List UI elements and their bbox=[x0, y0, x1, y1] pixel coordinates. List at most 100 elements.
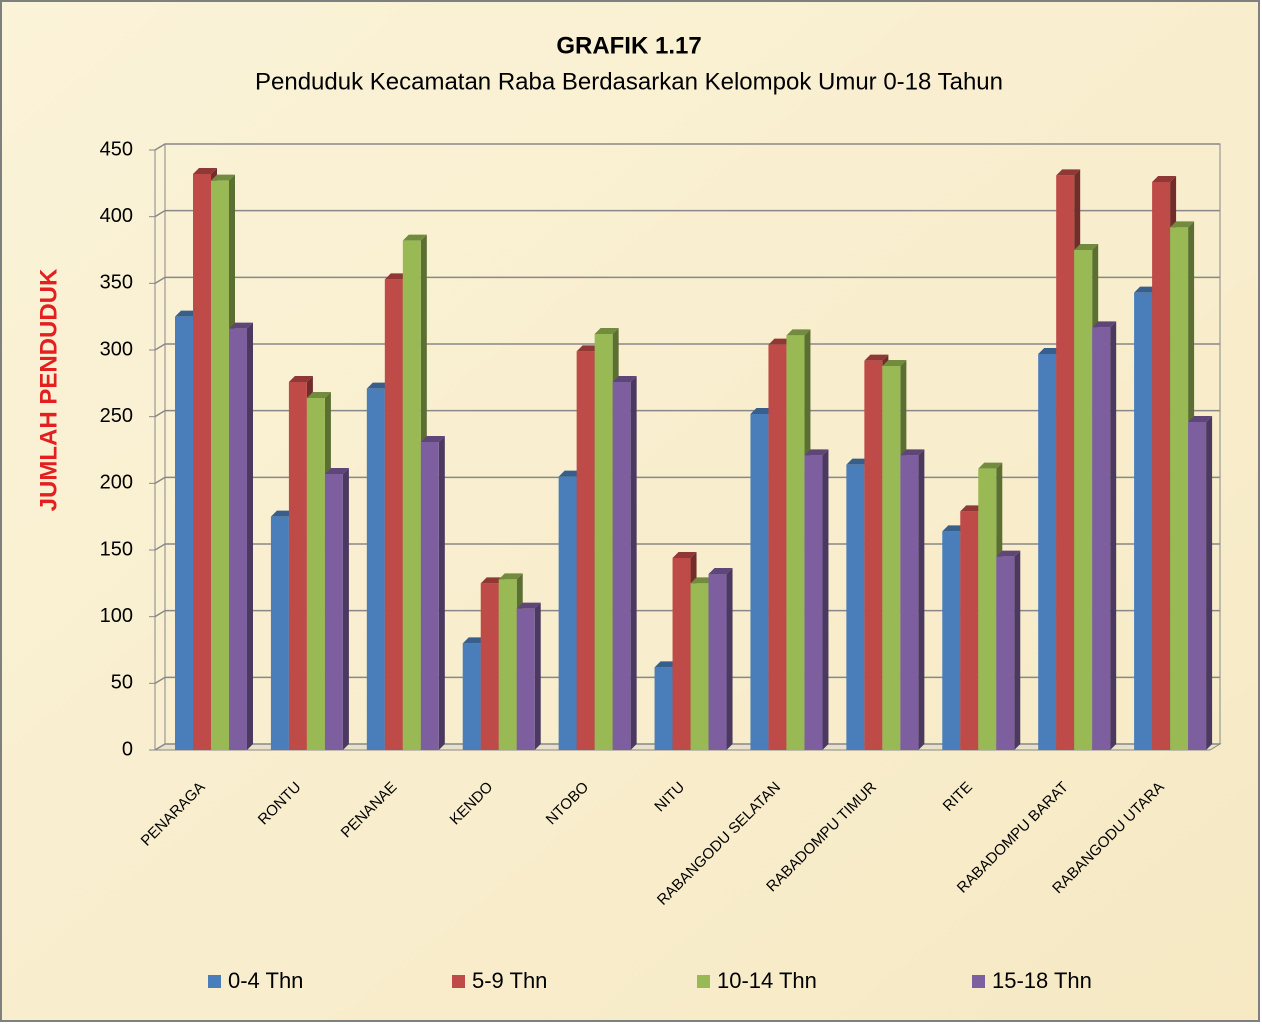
bar bbox=[654, 667, 673, 750]
bar-side bbox=[534, 602, 541, 750]
bar bbox=[672, 558, 691, 750]
bar-top bbox=[498, 573, 523, 580]
bar bbox=[420, 442, 439, 750]
y-tick-label: 200 bbox=[100, 472, 133, 494]
bar-top bbox=[1074, 244, 1099, 250]
bar bbox=[229, 328, 247, 750]
bar-top bbox=[612, 376, 637, 382]
bar-top bbox=[324, 468, 349, 474]
bar bbox=[1134, 292, 1153, 750]
grid-line bbox=[154, 343, 1220, 351]
legend-swatch bbox=[972, 975, 985, 988]
bar-top bbox=[978, 462, 1003, 469]
bar-top bbox=[516, 602, 541, 609]
bar bbox=[690, 583, 709, 750]
bar bbox=[1056, 175, 1075, 751]
bar-top bbox=[229, 322, 253, 329]
bar bbox=[366, 388, 385, 750]
bar bbox=[306, 398, 325, 750]
bar bbox=[978, 468, 997, 750]
legend-swatch bbox=[452, 975, 465, 988]
bar bbox=[846, 464, 865, 750]
legend-swatch bbox=[208, 975, 221, 988]
bar bbox=[270, 516, 289, 750]
bar-side bbox=[247, 322, 253, 750]
bar-top bbox=[306, 392, 331, 398]
bar-top bbox=[1056, 169, 1081, 176]
bar bbox=[612, 382, 631, 750]
bar-top bbox=[804, 449, 829, 456]
bar-side bbox=[1206, 416, 1213, 750]
bar-side bbox=[1014, 550, 1021, 750]
legend-label: 15-18 Thn bbox=[992, 968, 1092, 993]
bar bbox=[288, 382, 307, 750]
bar-side bbox=[438, 436, 445, 750]
bar bbox=[996, 556, 1015, 750]
chart-title: GRAFIK 1.17 bbox=[556, 32, 701, 59]
y-tick-label: 300 bbox=[100, 338, 133, 360]
bar-top bbox=[672, 552, 697, 558]
bar-top bbox=[1092, 321, 1117, 328]
legend-label: 5-9 Thn bbox=[472, 968, 547, 993]
bar-top bbox=[594, 328, 619, 334]
bar-top bbox=[882, 360, 907, 366]
y-tick-label: 100 bbox=[100, 605, 133, 627]
y-tick-label: 250 bbox=[100, 405, 133, 427]
bar-top bbox=[1188, 416, 1213, 422]
bar bbox=[576, 351, 595, 750]
legend-label: 0-4 Thn bbox=[228, 968, 303, 993]
bar-top bbox=[996, 550, 1021, 557]
bar bbox=[900, 455, 919, 750]
legend-swatch bbox=[697, 975, 710, 988]
bar bbox=[804, 455, 823, 750]
y-tick-label: 400 bbox=[100, 205, 133, 227]
bar-top bbox=[193, 168, 217, 174]
bar-top bbox=[420, 436, 445, 442]
bar-top bbox=[708, 568, 733, 574]
bar bbox=[882, 366, 901, 750]
y-tick-label: 0 bbox=[122, 738, 133, 760]
bar bbox=[384, 279, 403, 750]
bar bbox=[1188, 422, 1207, 750]
bar-side bbox=[918, 449, 925, 750]
bar bbox=[558, 476, 577, 750]
bar bbox=[193, 174, 211, 750]
grid-line bbox=[154, 143, 1220, 151]
bar bbox=[175, 316, 193, 750]
bar bbox=[594, 334, 613, 750]
bar-top bbox=[786, 329, 811, 336]
bar-top bbox=[211, 174, 235, 181]
bar bbox=[480, 583, 499, 750]
y-tick-label: 350 bbox=[100, 272, 133, 294]
bar-side bbox=[726, 568, 733, 750]
bar bbox=[1074, 250, 1093, 750]
bar-top bbox=[402, 234, 427, 241]
bar bbox=[750, 414, 769, 750]
y-tick-label: 150 bbox=[100, 538, 133, 560]
bar-top bbox=[864, 354, 889, 361]
y-axis-label: JUMLAH PENDUDUK bbox=[35, 268, 62, 511]
bar-side bbox=[1110, 321, 1117, 750]
bar bbox=[786, 335, 805, 750]
bar bbox=[1092, 327, 1111, 750]
bar bbox=[1170, 227, 1189, 751]
chart-subtitle: Penduduk Kecamatan Raba Berdasarkan Kelo… bbox=[255, 68, 1003, 95]
bar bbox=[498, 579, 517, 750]
bar-side bbox=[342, 468, 349, 750]
grid-line bbox=[154, 276, 1220, 284]
legend-label: 10-14 Thn bbox=[717, 968, 817, 993]
bar bbox=[516, 608, 535, 750]
y-tick-label: 50 bbox=[111, 672, 133, 694]
bar bbox=[768, 344, 787, 750]
bar bbox=[402, 240, 421, 750]
bar-top bbox=[1152, 176, 1177, 182]
grid-line bbox=[154, 209, 1220, 218]
bar-side bbox=[822, 449, 829, 750]
bar bbox=[462, 643, 481, 750]
bar bbox=[708, 574, 727, 750]
y-tick-label: 450 bbox=[100, 138, 133, 160]
bar-top bbox=[900, 449, 925, 456]
bar bbox=[864, 360, 883, 750]
